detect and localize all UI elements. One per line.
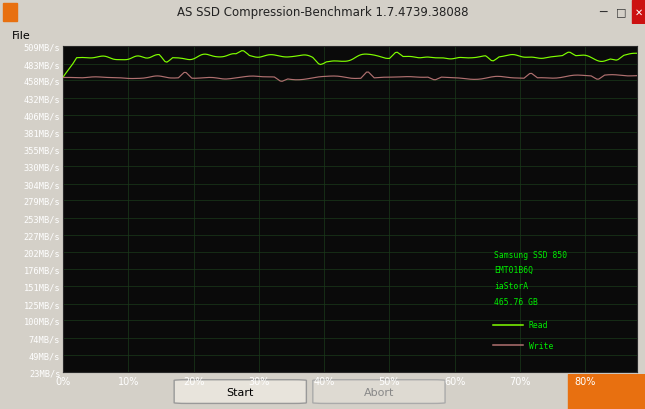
Text: Start: Start [226,387,254,397]
FancyBboxPatch shape [313,380,445,403]
FancyBboxPatch shape [174,380,306,403]
Text: □: □ [616,8,626,18]
Text: Abort: Abort [364,387,394,397]
Text: File: File [12,31,30,40]
Text: ✕: ✕ [635,8,642,18]
Bar [632,1,645,24]
Bar [568,374,645,409]
Text: ─: ─ [599,6,607,19]
Text: AS SSD Compression-Benchmark 1.7.4739.38088: AS SSD Compression-Benchmark 1.7.4739.38… [177,6,468,19]
Bar [3,4,17,22]
